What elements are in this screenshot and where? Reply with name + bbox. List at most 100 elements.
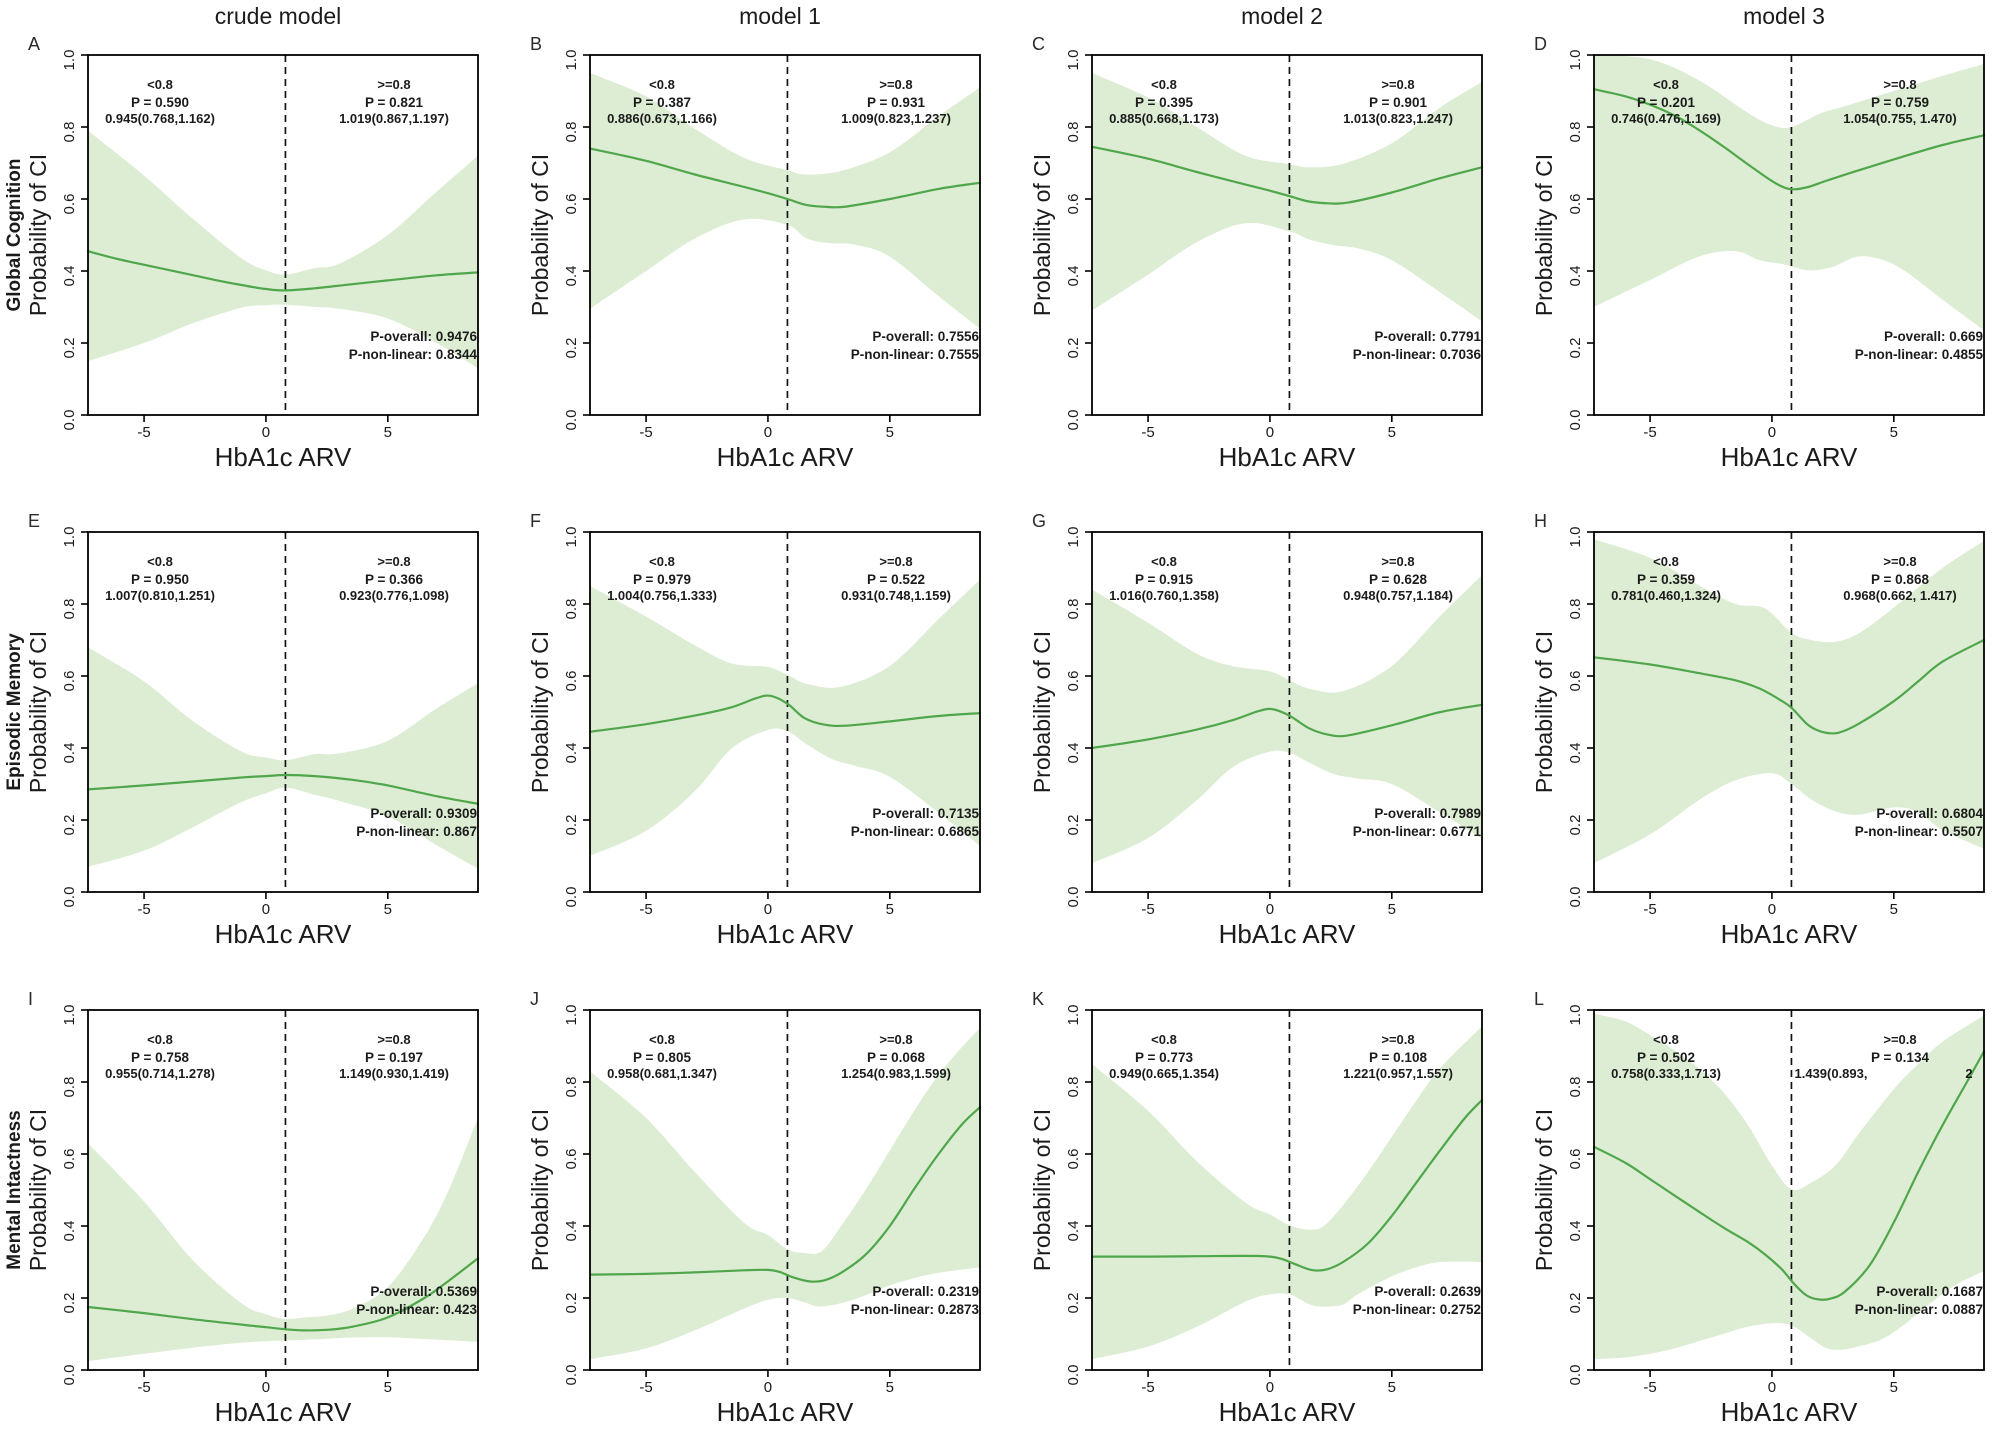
x-axis-title: HbA1c ARV [717,919,854,949]
y-axis-title: Probability of CI [1029,631,1055,793]
y-tick-label: 1.0 [563,1005,580,1026]
confidence-band [590,73,980,329]
y-tick-label: 0.4 [61,1221,78,1242]
y-tick-label: 0.0 [1567,1365,1584,1386]
y-tick-label: 1.0 [1567,527,1584,548]
left-hr-ci: 1.016(0.760,1.358) [1109,588,1219,603]
x-tick-label: -5 [1643,1379,1656,1396]
y-ticks: 0.0 0.2 0.4 0.6 0.8 1.0 [61,50,88,431]
right-hr-ci: 1.013(0.823,1.247) [1343,111,1453,126]
confidence-band [1594,539,1984,864]
x-tick-label: 0 [764,1379,772,1396]
y-tick-label: 0.8 [1567,1077,1584,1098]
x-ticks: -5 0 5 [137,892,392,918]
x-tick-label: -5 [1141,1379,1154,1396]
x-tick-label: 0 [1768,1379,1776,1396]
p-nonlinear-text: P-non-linear: 0.0887 [1855,1302,1983,1317]
right-p-value: P = 0.134 [1871,1050,1929,1065]
y-tick-label: 0.2 [61,338,78,359]
y-axis-title: Probability of CI [1531,154,1557,316]
right-hr-ci: 1.149(0.930,1.419) [339,1066,449,1081]
right-hr-ci: 1.439(0.893, [1794,1066,1867,1081]
y-tick-label: 0.6 [1065,671,1082,692]
left-p-value: P = 0.201 [1637,95,1695,110]
panel-svg-L: 0.0 0.2 0.4 0.6 0.8 1.0 -5 0 5 L Probability of CI… [1531,989,1986,1427]
y-ticks: 0.0 0.2 0.4 0.6 0.8 1.0 [563,1005,590,1385]
plot-box [1593,531,1985,893]
panel-letter: B [530,34,542,54]
column-title: model 1 [739,3,821,29]
x-ticks: -5 0 5 [1141,415,1396,441]
y-axis-title: Probability of CI [25,631,51,793]
y-tick-label: 0.8 [1065,122,1082,143]
right-threshold-label: >=0.8 [377,554,410,569]
confidence-band [590,579,980,856]
p-overall-text: P-overall: 0.7791 [1374,329,1481,344]
left-hr-ci: 1.004(0.756,1.333) [607,588,717,603]
right-p-value: P = 0.759 [1871,95,1929,110]
x-tick-label: -5 [639,424,652,441]
left-hr-ci: 0.758(0.333,1.713) [1611,1066,1721,1081]
right-threshold-label: >=0.8 [879,77,912,92]
y-tick-label: 0.2 [61,1293,78,1314]
left-p-value: P = 0.915 [1135,572,1193,587]
y-tick-label: 0.0 [61,1365,78,1386]
column-title: model 3 [1743,3,1825,29]
p-overall-text: P-overall: 0.669 [1884,329,1983,344]
x-tick-label: 5 [1890,901,1898,918]
p-nonlinear-text: P-non-linear: 0.7036 [1353,347,1482,362]
y-tick-label: 0.6 [1567,194,1584,215]
panel-letter: D [1534,34,1547,54]
right-hr-ci: 1.009(0.823,1.237) [841,111,951,126]
y-tick-label: 0.4 [563,1221,580,1242]
y-tick-label: 0.2 [563,338,580,359]
y-tick-label: 0.8 [61,1077,78,1098]
right-hr-ci: 0.931(0.748,1.159) [841,588,951,603]
p-overall-text: P-overall: 0.6804 [1876,806,1983,821]
x-tick-label: -5 [137,424,150,441]
y-tick-label: 0.0 [61,410,78,431]
right-p-value: P = 0.108 [1369,1050,1427,1065]
right-hr-ci: 0.948(0.757,1.184) [1343,588,1453,603]
plot-box [1091,531,1483,893]
panel-letter: F [530,511,541,531]
left-threshold-label: <0.8 [649,554,675,569]
left-hr-ci: 0.886(0.673,1.166) [607,111,717,126]
confidence-band [590,1028,980,1360]
x-axis-title: HbA1c ARV [717,1397,854,1427]
x-tick-label: 5 [1890,424,1898,441]
column-title: model 2 [1241,3,1323,29]
y-tick-label: 0.2 [61,815,78,836]
y-ticks: 0.0 0.2 0.4 0.6 0.8 1.0 [563,50,590,430]
x-axis-title: HbA1c ARV [1721,442,1858,472]
left-hr-ci: 0.955(0.714,1.278) [105,1066,215,1081]
right-threshold-label: >=0.8 [1381,554,1414,569]
confidence-band [88,1118,478,1361]
plot-box [589,531,981,893]
y-tick-label: 0.2 [1065,815,1082,836]
y-ticks: 0.0 0.2 0.4 0.6 0.8 1.0 [1567,50,1594,430]
row-label: Mental Intactness [4,1110,25,1269]
x-ticks: -5 0 5 [1643,1370,1898,1396]
x-axis-title: HbA1c ARV [215,1397,352,1427]
x-axis-title: HbA1c ARV [1219,1397,1356,1427]
confidence-band [1594,55,1984,331]
x-tick-label: 5 [384,1379,392,1396]
panel-F: 0.0 0.2 0.4 0.6 0.8 1.0 -5 0 5 F Probability of CI… [502,477,1004,955]
plot-box [87,1009,479,1371]
panel-letter: H [1534,511,1547,531]
y-tick-label: 0.8 [563,599,580,620]
x-tick-label: -5 [1141,901,1154,918]
right-p-value: P = 0.366 [365,572,423,587]
y-tick-label: 1.0 [61,50,78,71]
right-threshold-label: >=0.8 [879,1032,912,1047]
y-tick-label: 0.4 [1065,743,1082,764]
right-threshold-label: >=0.8 [377,77,410,92]
x-axis-title: HbA1c ARV [1219,919,1356,949]
y-tick-label: 0.0 [1065,410,1082,431]
y-tick-label: 0.4 [61,266,78,287]
x-tick-label: 5 [886,424,894,441]
x-tick-label: 5 [886,1379,894,1396]
y-tick-label: 1.0 [1065,1005,1082,1026]
panel-A: 0.0 0.2 0.4 0.6 0.8 1.0 -5 0 5 crude model A Global… [0,0,502,478]
